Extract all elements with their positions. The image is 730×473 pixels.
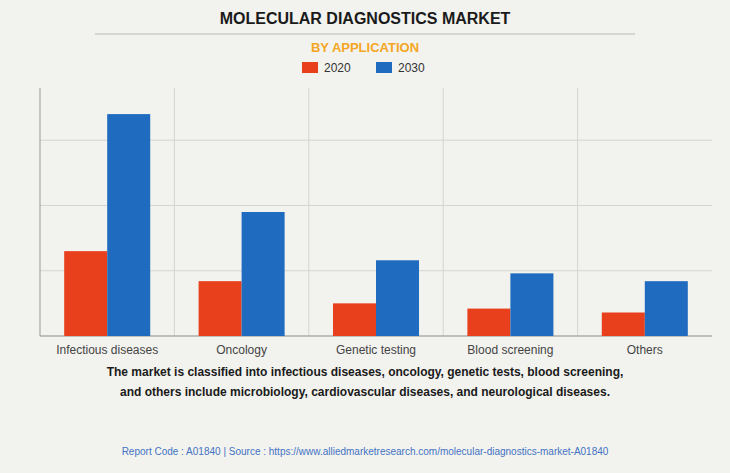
bar — [510, 273, 553, 336]
legend-swatch — [302, 62, 318, 73]
chart: MOLECULAR DIAGNOSTICS MARKET BY APPLICATI… — [0, 0, 730, 473]
footer: The market is classified into infectious… — [107, 365, 624, 399]
bars — [64, 114, 688, 336]
x-tick-label: Genetic testing — [336, 343, 416, 357]
background — [0, 0, 730, 473]
group-separator — [308, 88, 309, 336]
legend: 2020 2030 — [302, 61, 425, 75]
bar — [645, 281, 688, 336]
footer-line: The market is classified into infectious… — [107, 365, 624, 379]
title: MOLECULAR DIAGNOSTICS MARKET — [220, 10, 511, 27]
bar — [602, 313, 645, 336]
group-separator — [577, 88, 578, 336]
subtitle: BY APPLICATION — [311, 40, 419, 55]
legend-label: 2020 — [324, 61, 351, 75]
group-separator — [174, 88, 175, 336]
group-separator — [443, 88, 444, 336]
footer-line: and others include microbiology, cardiov… — [120, 385, 610, 399]
source: Report Code : A01840 | Source : https://… — [122, 446, 609, 457]
bar — [242, 212, 285, 336]
bar — [333, 303, 376, 336]
title-separator — [95, 34, 635, 35]
bar — [376, 260, 419, 336]
bar — [199, 281, 242, 336]
x-tick-label: Others — [627, 343, 663, 357]
x-tick-label: Oncology — [216, 343, 267, 357]
bar — [64, 251, 107, 336]
x-tick-label: Blood screening — [467, 343, 553, 357]
legend-swatch — [376, 62, 392, 73]
legend-label: 2030 — [398, 61, 425, 75]
bar — [107, 114, 150, 336]
bar — [467, 309, 510, 336]
x-tick-label: Infectious diseases — [56, 343, 158, 357]
y-axis-line — [40, 88, 41, 336]
